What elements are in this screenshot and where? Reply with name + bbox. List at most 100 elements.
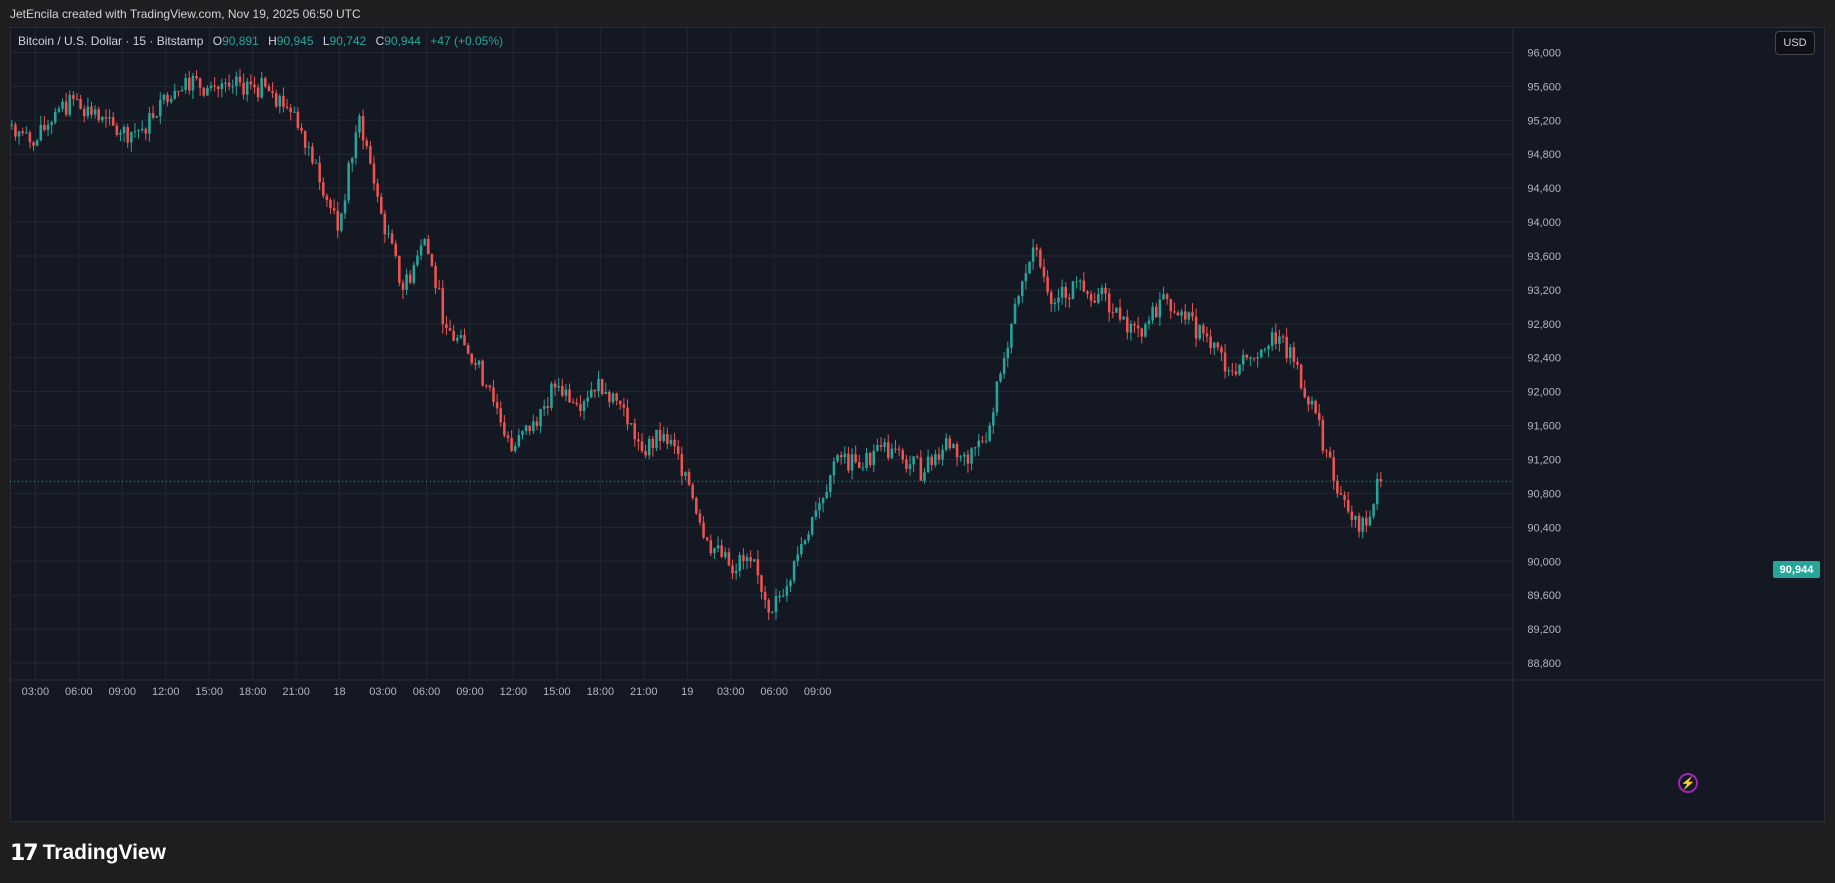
candle-body [343, 200, 347, 214]
candle-body [213, 85, 216, 87]
candle-body [847, 453, 850, 471]
candle-body [1220, 347, 1223, 353]
candle-body [1020, 281, 1024, 296]
candle-body [318, 162, 321, 183]
candle-body [1017, 295, 1020, 304]
candle-body [198, 78, 202, 88]
candle-body [618, 400, 622, 405]
candle-body [314, 162, 318, 164]
candle-body [1296, 361, 1299, 365]
candle-body [336, 210, 340, 231]
candle-body [825, 492, 828, 499]
candle-body [821, 498, 825, 504]
candle-body [1086, 291, 1089, 294]
candle-body [952, 444, 955, 449]
currency-button[interactable]: USD [1775, 31, 1815, 55]
candle-body [542, 405, 546, 409]
candle-body [1231, 370, 1234, 372]
candle-body [836, 455, 839, 462]
candlestick-chart[interactable]: 88,800 89,200 89,600 90,000 90,400 90,800 91,2… [10, 27, 1825, 822]
y-tick-label: 95,200 [1527, 115, 1561, 127]
candle-body [651, 438, 655, 449]
candle-body [785, 586, 789, 596]
x-tick-label: 15:00 [195, 686, 223, 698]
y-tick-label: 91,600 [1527, 421, 1561, 433]
candle-body [944, 438, 948, 450]
candle-body [401, 282, 405, 290]
candle-body [1039, 249, 1042, 267]
candle-body [1126, 316, 1129, 333]
candle-body [1104, 287, 1107, 294]
y-tick-label: 92,000 [1527, 387, 1561, 399]
lightning-bolt-icon[interactable]: ⚡ [1678, 773, 1698, 793]
candle-body [695, 497, 698, 514]
candle-body [90, 106, 93, 115]
candle-body [184, 77, 187, 90]
candle-body [285, 106, 289, 108]
candle-body [1097, 294, 1100, 303]
low-label: L [322, 34, 330, 48]
candle-body [1122, 316, 1125, 320]
candle-body [868, 452, 872, 465]
y-tick-label: 93,600 [1527, 251, 1561, 263]
candle-body [955, 444, 959, 458]
candle-body [727, 552, 731, 566]
candle-body [325, 195, 329, 201]
candle-body [1379, 478, 1383, 482]
candle-body [159, 99, 162, 117]
candle-body [1328, 451, 1332, 458]
candle-body [419, 245, 423, 256]
candle-body [561, 386, 564, 396]
x-tick-label: 03:00 [369, 686, 397, 698]
x-tick-label: 03:00 [717, 686, 745, 698]
candle-body [101, 117, 104, 121]
candle-body [655, 429, 658, 449]
x-tick-label: 18 [333, 686, 345, 698]
candle-body [111, 117, 115, 126]
candle-body [140, 128, 144, 131]
candle-body [626, 407, 629, 425]
candle-body [1234, 371, 1238, 375]
tradingview-logo[interactable]: 17 TradingView [10, 838, 166, 868]
candle-body [293, 111, 296, 113]
candle-body [774, 596, 778, 613]
candle-body [264, 78, 267, 87]
candle-body [1115, 307, 1118, 313]
candle-body [1057, 297, 1060, 303]
candle-body [445, 324, 448, 329]
candle-body [1089, 293, 1093, 301]
y-tick-label: 91,200 [1527, 455, 1561, 467]
candle-body [734, 570, 738, 574]
y-tick-label: 93,200 [1527, 285, 1561, 297]
candle-body [238, 76, 242, 83]
candle-body [1147, 320, 1151, 325]
candle-body [720, 545, 723, 558]
symbol-legend: Bitcoin / U.S. Dollar · 15 · Bitstamp O9… [18, 34, 503, 48]
candle-body [452, 330, 455, 341]
y-tick-label: 89,200 [1527, 624, 1561, 636]
candle-body [1202, 325, 1205, 334]
candle-body [1299, 364, 1303, 389]
candle-body [506, 435, 510, 438]
candle-body [760, 575, 763, 592]
candle-body [1129, 323, 1133, 333]
candle-body [919, 457, 923, 481]
candle-body [1151, 306, 1154, 321]
last-price-tag: 90,944 [1773, 561, 1820, 578]
candle-body [282, 95, 285, 107]
candle-body [959, 456, 962, 458]
candle-body [1238, 364, 1241, 375]
candle-body [1075, 281, 1078, 283]
candle-body [231, 86, 235, 88]
x-tick-label: 18:00 [587, 686, 615, 698]
candle-body [1368, 516, 1372, 526]
candle-body [1212, 342, 1216, 348]
candle-body [456, 337, 459, 341]
candle-body [1162, 294, 1165, 300]
candle-body [1274, 332, 1278, 344]
candle-body [434, 266, 437, 288]
candle-body [662, 434, 665, 441]
candle-body [640, 441, 644, 452]
candle-body [738, 555, 742, 571]
candle-body [966, 454, 970, 464]
